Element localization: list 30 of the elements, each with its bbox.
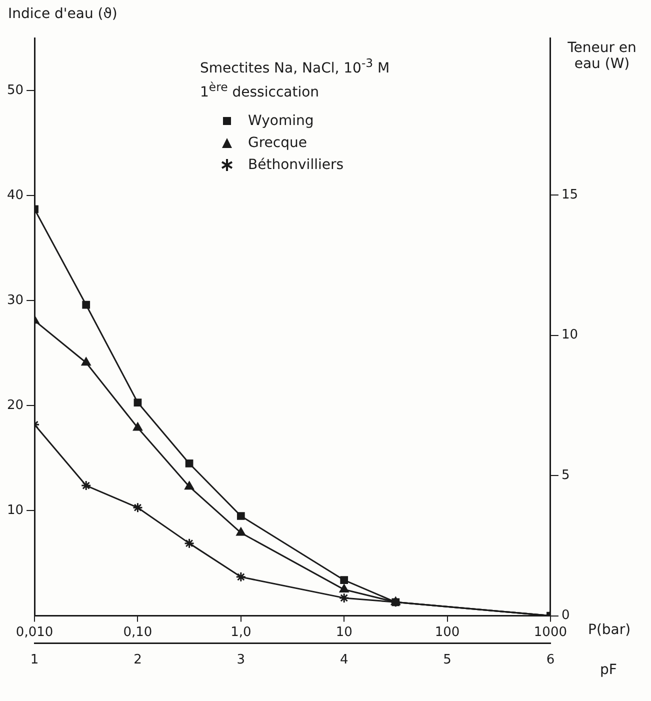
x2-tick-label: 2 — [134, 652, 142, 668]
y2-tick-label: 0 — [561, 608, 570, 624]
x-tick-label: 1,0 — [230, 624, 252, 640]
legend-label: Béthonvilliers — [248, 157, 344, 173]
y-tick-label: 50 — [6, 82, 24, 98]
x2-tick-label: 3 — [236, 652, 246, 668]
x-tick-label: 1000 — [534, 624, 568, 640]
legend-label: Wyoming — [248, 113, 314, 129]
y-axis-title: Indice d'eau (ϑ) — [8, 6, 118, 22]
x-tick-label: 0,10 — [123, 624, 152, 640]
y-tick-label: 20 — [6, 398, 24, 414]
text: 1$^{ère}$ dessiccation — [200, 80, 320, 101]
x2-tick-label: 5 — [443, 652, 452, 668]
x-axis-title: P(bar) — [588, 622, 631, 638]
y-tick-label: 10 — [6, 503, 24, 518]
y2-tick-label: 15 — [561, 187, 578, 202]
y2-tick-label: 10 — [561, 328, 578, 343]
x-tick-label: 100 — [434, 624, 460, 640]
x2-tick-label: 6 — [546, 652, 555, 668]
x2-tick-label: 4 — [340, 652, 348, 668]
x-tick-label: 0,010 — [16, 624, 54, 640]
text: Smectites Na, NaCl, 10$^{-3}$ M — [200, 56, 390, 77]
x-tick-label: 10 — [336, 624, 352, 640]
legend-label: Grecque — [248, 135, 307, 151]
y-tick-label: 40 — [6, 188, 24, 203]
y2-axis-title: Teneur en eau (W) — [566, 40, 638, 72]
x2-axis-title: pF — [600, 662, 617, 678]
y-tick-label: 30 — [6, 293, 24, 308]
y2-tick-label: 5 — [561, 468, 570, 483]
x2-tick-label: 1 — [30, 652, 39, 668]
